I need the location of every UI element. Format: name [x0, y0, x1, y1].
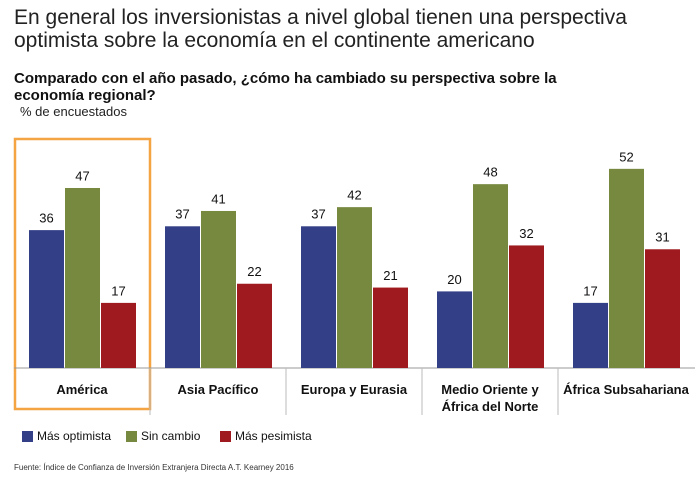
value-label: 42: [347, 188, 361, 203]
legend-label: Sin cambio: [141, 429, 201, 443]
bar: [165, 226, 200, 368]
value-label: 37: [175, 207, 189, 222]
value-label: 47: [75, 168, 89, 183]
value-label: 37: [311, 207, 325, 222]
value-label: 17: [583, 283, 597, 298]
legend-label: Más pesimista: [235, 429, 312, 443]
bar: [573, 302, 608, 368]
chart-subtitle: Comparado con el año pasado, ¿cómo ha ca…: [14, 70, 557, 104]
x-tick-label: América: [56, 382, 108, 397]
bar: [101, 302, 136, 368]
chart-title: En general los inversionistas a nivel gl…: [14, 6, 627, 52]
unit-label: % de encuestados: [20, 104, 127, 119]
value-label: 52: [619, 149, 633, 164]
bar: [645, 249, 680, 368]
x-tick-label: Medio Oriente y África del Norte: [441, 382, 539, 414]
bar: [437, 291, 472, 368]
highlight-box: [13, 137, 152, 411]
value-label: 22: [247, 264, 261, 279]
value-label: 20: [447, 272, 461, 287]
bar: [373, 287, 408, 368]
bar: [65, 187, 100, 368]
bar: [301, 226, 336, 368]
source: Fuente: Índice de Confianza de Inversión…: [14, 463, 294, 472]
legend-swatch: [220, 431, 231, 442]
value-label: 32: [519, 226, 533, 241]
value-label: 36: [39, 211, 53, 226]
value-label: 17: [111, 283, 125, 298]
bar: [201, 210, 236, 368]
value-label: 48: [483, 165, 497, 180]
bar: [29, 230, 64, 368]
bar: [237, 283, 272, 368]
x-tick-label: Europa y Eurasia: [300, 382, 408, 397]
value-label: 41: [211, 191, 225, 206]
value-label: 21: [383, 268, 397, 283]
legend-label: Más optimista: [37, 429, 111, 443]
bar: [609, 168, 644, 368]
bar: [337, 207, 372, 368]
value-label: 31: [655, 230, 669, 245]
legend-swatch: [22, 431, 33, 442]
bar: [509, 245, 544, 368]
x-tick-label: África Subsahariana: [563, 382, 689, 397]
x-tick-label: Asia Pacífico: [177, 382, 259, 397]
legend-swatch: [126, 431, 137, 442]
bar: [473, 184, 508, 368]
